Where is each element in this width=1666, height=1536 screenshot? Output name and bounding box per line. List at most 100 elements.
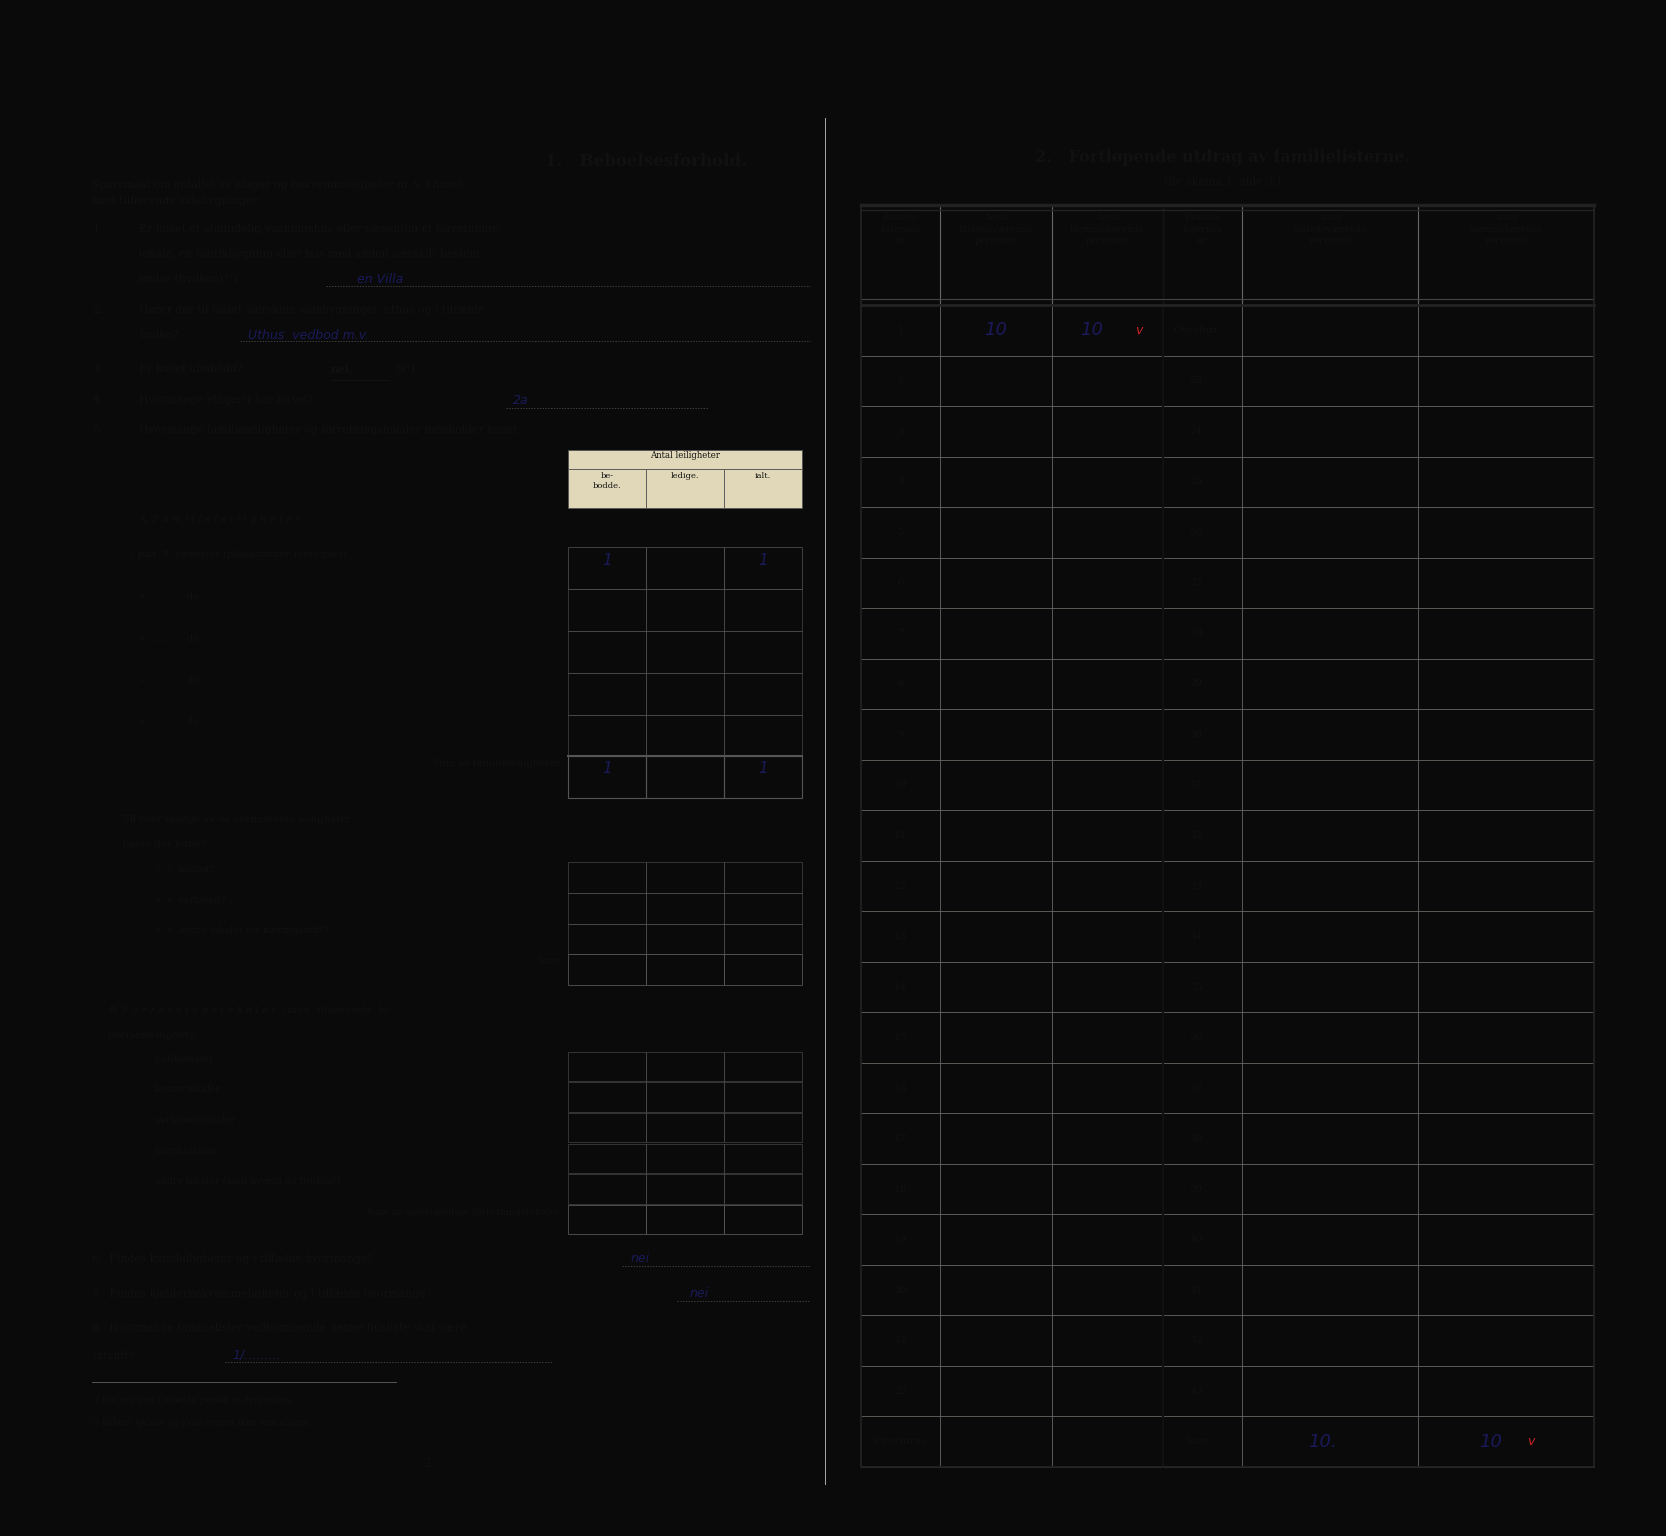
Text: Sam: Sam [1185, 1438, 1208, 1447]
Text: 6: 6 [898, 579, 905, 587]
Bar [723, 590, 801, 631]
Bar [723, 470, 801, 508]
Text: Sum av selvstændige forretningslokaler: Sum av selvstændige forretningslokaler [368, 1207, 560, 1217]
Text: boelsesleilighet):: boelsesleilighet): [108, 1031, 198, 1040]
Text: «  ..........  do.   . . . . . . . . . . . . . . .: « .......... do. . . . . . . . . . . . .… [138, 676, 298, 685]
Bar [646, 756, 723, 799]
Text: v: v [1135, 324, 1143, 336]
Text: melse (hvilken)?¹): melse (hvilken)?¹) [138, 275, 238, 284]
Text: ¹) Det ord som i tilfælde passer, understrekes.: ¹) Det ord som i tilfælde passer, unders… [92, 1396, 293, 1405]
Text: Familie-
listernes
nr.: Familie- listernes nr. [881, 214, 920, 246]
Text: 23: 23 [1190, 376, 1203, 386]
Text: «  «  andre lokaler for næringsdrift? . . .: « « andre lokaler for næringsdrift? . . … [155, 926, 347, 935]
Text: be-
bodde.: be- bodde. [593, 472, 621, 490]
Bar [723, 673, 801, 714]
Text: verkstedslokaler . . . . . . . . . . . . . . . . . . .: verkstedslokaler . . . . . . . . . . . .… [155, 1115, 348, 1124]
Bar [568, 923, 646, 954]
Text: 43: 43 [1190, 1387, 1203, 1396]
Bar [723, 1052, 801, 1081]
Bar [723, 1083, 801, 1112]
Text: 11: 11 [895, 831, 908, 840]
Text: 10: 10 [1479, 1433, 1503, 1450]
Bar [568, 1144, 646, 1174]
Text: 29: 29 [1190, 679, 1203, 688]
Text: Antal
tilstedeværende
personer.: Antal tilstedeværende personer. [1293, 214, 1368, 246]
Text: 24: 24 [1190, 427, 1203, 436]
Text: 35: 35 [1190, 983, 1203, 992]
Bar [646, 862, 723, 892]
Bar [646, 954, 723, 985]
Text: 3.: 3. [92, 364, 103, 373]
Bar [723, 1114, 801, 1143]
Bar [861, 204, 1594, 1467]
Bar [646, 631, 723, 673]
Text: 1: 1 [601, 553, 611, 567]
Bar [723, 547, 801, 590]
Text: (Se skema 1, side 3.): (Se skema 1, side 3.) [1165, 177, 1281, 187]
Text: 1: 1 [601, 762, 611, 777]
Text: 7: 7 [898, 628, 905, 637]
Text: Overfores: Overfores [875, 1438, 926, 1447]
Bar [646, 1114, 723, 1143]
Text: fabriklokaler . . . . . . . . . . . . . . . . . . . . .: fabriklokaler . . . . . . . . . . . . . … [155, 1146, 343, 1155]
Text: ledige.: ledige. [671, 472, 700, 481]
Bar [568, 892, 646, 923]
Text: lokale, en fabrikbygning eller hus med anden særskilt bestem-: lokale, en fabrikbygning eller hus med a… [138, 249, 483, 260]
Text: B. F o r r e t n i n g s l o k a l e r  (uten  tilhørende  be-: B. F o r r e t n i n g s l o k a l e r (… [108, 1006, 393, 1015]
Text: 16: 16 [895, 1083, 908, 1092]
Text: 13: 13 [895, 932, 908, 942]
Bar [646, 923, 723, 954]
Text: Sum av familieleiligheter: Sum av familieleiligheter [431, 759, 560, 768]
Text: 4.: 4. [92, 395, 103, 404]
Text: butiklokaler . . . . . . . . . . . . . . . . . . . . . .: butiklokaler . . . . . . . . . . . . . .… [155, 1055, 345, 1063]
Text: 1: 1 [898, 326, 905, 335]
Bar [646, 547, 723, 590]
Text: 19: 19 [895, 1235, 908, 1244]
Text: Hvormange familieleiligheter og forretningslokaler indeholder huset:: Hvormange familieleiligheter og forretni… [138, 425, 521, 435]
Text: 37: 37 [1190, 1083, 1203, 1092]
Text: 20: 20 [895, 1286, 908, 1295]
Text: 9: 9 [898, 730, 905, 739]
Bar [723, 954, 801, 985]
Bar [646, 1206, 723, 1235]
Text: «  ..........  do.   . . . . . . . . . . . . . . .: « .......... do. . . . . . . . . . . . .… [138, 634, 298, 644]
Text: 32: 32 [1190, 831, 1203, 840]
Text: 33: 33 [1190, 882, 1203, 891]
Text: 38: 38 [1190, 1134, 1203, 1143]
Text: 10: 10 [985, 321, 1008, 339]
Bar [646, 1144, 723, 1174]
Text: Antal
hjemmehørende
personer.: Antal hjemmehørende personer. [1070, 214, 1145, 246]
Text: 7.  Findes kjelderbekvemmeligheter og i tilfælde hvormange?: 7. Findes kjelderbekvemmeligheter og i t… [92, 1289, 431, 1298]
Text: 14: 14 [895, 983, 908, 992]
Text: Overfort: Overfort [1175, 326, 1220, 335]
Bar [723, 631, 801, 673]
Text: 22: 22 [895, 1387, 908, 1396]
Text: Antal leiligheter: Antal leiligheter [650, 452, 720, 461]
Text: med tilhørende sidebygninger:: med tilhørende sidebygninger: [92, 197, 262, 206]
Text: 2a: 2a [513, 395, 528, 407]
Text: 2.   Fortløpende utdrag av familielisterne.: 2. Fortløpende utdrag av familielisterne… [1035, 149, 1411, 166]
Text: nei: nei [630, 1252, 650, 1266]
Text: hører der butik? . . . . . . . . . . . . . . . . . .: hører der butik? . . . . . . . . . . . .… [123, 840, 320, 849]
Text: 27: 27 [1190, 579, 1203, 587]
Text: 8.  Hvormange familielister vedkommende denne husliste skal være: 8. Hvormange familielister vedkommende d… [92, 1324, 466, 1333]
Text: 2: 2 [898, 376, 905, 386]
Text: 2.: 2. [92, 306, 103, 315]
Bar [723, 714, 801, 756]
Bar [723, 892, 801, 923]
Text: Spørsmaal om antallet av etager og bekvemmeligheter m. v. i huset: Spørsmaal om antallet av etager og bekve… [92, 180, 463, 189]
Bar [646, 590, 723, 631]
Text: 36: 36 [1190, 1034, 1203, 1041]
Text: «  ..........  do.   . . . . . . . . . . . . . . .: « .......... do. . . . . . . . . . . . .… [138, 717, 298, 727]
Text: «  «  kontor? . . . . . . . . . . . . . . . . . .: « « kontor? . . . . . . . . . . . . . . … [155, 865, 323, 874]
Text: 26: 26 [1190, 528, 1203, 538]
Text: A. F a m i l i e l e i l i g h e t e r :: A. F a m i l i e l e i l i g h e t e r : [138, 516, 308, 524]
Bar [568, 590, 646, 631]
Text: Antal
hjemmehørende
personer.: Antal hjemmehørende personer. [1469, 214, 1543, 246]
Text: ⁄  paa  8  værelser (pikekammer iberegnet) . . .: ⁄ paa 8 værelser (pikekammer iberegnet) … [132, 550, 367, 559]
Bar [568, 1114, 646, 1143]
Bar [646, 470, 723, 508]
Text: 12: 12 [895, 882, 908, 891]
Bar [646, 892, 723, 923]
Text: Familie-
listernes
nr.: Familie- listernes nr. [1183, 214, 1223, 246]
